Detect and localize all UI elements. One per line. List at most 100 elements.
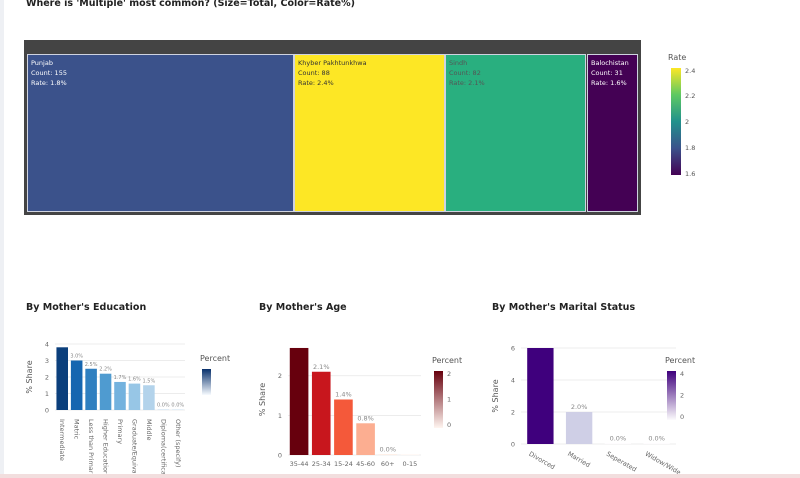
y-axis-label: % Share	[25, 360, 34, 393]
bar[interactable]	[143, 385, 155, 410]
bar[interactable]	[172, 409, 184, 410]
treemap-tile-punjab[interactable]: Punjab Count: 155 Rate: 1.8%	[27, 54, 294, 212]
tile-name: Khyber Pakhtunkhwa	[298, 59, 367, 67]
marital-chart-title: By Mother's Marital Status	[492, 302, 636, 313]
bar-data-label: 2.1%	[313, 363, 330, 371]
x-tick-label: Matric	[73, 419, 81, 440]
bar[interactable]	[56, 347, 68, 410]
x-tick-label: Higher Educatior	[102, 419, 110, 474]
education-chart-title: By Mother's Education	[26, 302, 147, 313]
bar-data-label: 0.0%	[610, 434, 627, 442]
bar[interactable]	[565, 412, 593, 444]
colorbar-gradient	[667, 371, 676, 420]
colorbar-title: Percent	[200, 354, 230, 363]
colorbar-tick: 2.4	[685, 67, 695, 75]
tile-rate: Rate: 2.1%	[449, 79, 485, 87]
colorbar-tick: 4	[680, 370, 684, 378]
treemap-tile-khyber-pakhtunkhwa[interactable]: Khyber Pakhtunkhwa Count: 88 Rate: 2.4%	[294, 54, 445, 212]
treemap-tile-balochistan[interactable]: Balochistan Count: 31 Rate: 1.6%	[587, 54, 638, 212]
bar[interactable]	[85, 368, 97, 410]
y-tick-label: 2	[511, 409, 515, 417]
tile-rate: Rate: 1.8%	[31, 79, 67, 87]
x-tick-label: 0-15	[403, 460, 418, 468]
y-tick-label: 4	[45, 341, 49, 349]
tile-rate: Rate: 2.4%	[298, 79, 334, 87]
bar-data-label: 1.7%	[114, 375, 127, 381]
y-tick-label: 2	[278, 372, 282, 380]
colorbar-title: Percent	[432, 356, 462, 365]
colorbar-gradient	[671, 68, 681, 175]
bar-data-label: 0.0%	[157, 402, 170, 408]
x-tick-label: Other (specify)	[174, 419, 182, 468]
tile-count: Count: 155	[31, 69, 67, 77]
education-bar-chart: % Share 0 1 2 3 4 Intermediate 3.0% Matric 2.5% Le…	[25, 341, 230, 475]
y-tick-label: 0	[45, 407, 49, 415]
bottom-edge	[0, 474, 800, 478]
colorbar-tick: 1	[447, 396, 451, 404]
tile-name: Sindh	[449, 59, 468, 67]
age-chart-title: By Mother's Age	[259, 302, 347, 313]
x-tick-label: Divorced	[527, 450, 556, 471]
colorbar-tick: 1.8	[685, 144, 695, 152]
x-tick-label: Intermediate	[58, 419, 66, 461]
y-tick-label: 3	[45, 357, 49, 365]
tile-count: Count: 88	[298, 69, 330, 77]
x-tick-label: 15-24	[334, 460, 353, 468]
age-bar-chart: % Share 0 1 2 35-44 2.1% 25-34 1.4% 15-24 0.8% 45-…	[258, 347, 462, 468]
colorbar-gradient	[202, 369, 211, 395]
bar-data-label: 1.6%	[128, 377, 141, 383]
bar-data-label: 0.0%	[648, 434, 665, 442]
bar-data-label: 1.4%	[335, 391, 352, 399]
colorbar-tick: 2	[447, 370, 451, 378]
bar[interactable]	[70, 360, 83, 411]
bar[interactable]	[643, 443, 670, 444]
bar[interactable]	[400, 454, 420, 455]
x-tick-label: 45-60	[356, 460, 375, 468]
bar[interactable]	[157, 409, 170, 410]
bar[interactable]	[289, 347, 309, 455]
y-axis-label: % Share	[491, 379, 500, 412]
x-tick-label: Seperated	[605, 450, 638, 474]
bar[interactable]	[356, 423, 375, 455]
treemap: Punjab Count: 155 Rate: 1.8% Khyber Pakh…	[24, 40, 641, 215]
y-axis-label: % Share	[258, 383, 267, 416]
bar[interactable]	[114, 381, 126, 410]
page-title: Where is 'Multiple' most common? (Size=T…	[26, 0, 355, 9]
bar[interactable]	[378, 454, 398, 455]
tile-count: Count: 82	[449, 69, 481, 77]
y-tick-label: 6	[511, 345, 515, 353]
x-tick-label: Middle	[145, 419, 153, 440]
bar[interactable]	[527, 348, 554, 444]
x-tick-label: Diploma(certifica	[159, 419, 167, 474]
colorbar-tick: 2.2	[685, 92, 695, 100]
marital-bar-chart: % Share 0 2 4 6 Divorced 2.0% Married 0.0% Sepera…	[491, 345, 695, 475]
x-tick-label: Primary	[116, 419, 124, 444]
bar-data-label: 0.8%	[357, 414, 374, 422]
colorbar-gradient	[434, 371, 443, 428]
tile-count: Count: 31	[591, 69, 623, 77]
bar[interactable]	[311, 371, 331, 455]
x-tick-label: 60+	[381, 460, 395, 468]
y-tick-label: 0	[511, 441, 515, 449]
bar-data-label: 2.2%	[99, 367, 112, 373]
bar[interactable]	[334, 399, 353, 456]
bar-data-label: 3.0%	[70, 354, 83, 360]
y-tick-label: 2	[45, 374, 49, 382]
bar-data-label: 0.0%	[171, 402, 184, 408]
colorbar-title: Percent	[665, 356, 695, 365]
bar[interactable]	[99, 373, 112, 410]
y-tick-label: 1	[278, 412, 282, 420]
colorbar-tick: 0	[680, 413, 684, 421]
treemap-tile-sindh[interactable]: Sindh Count: 82 Rate: 2.1%	[445, 54, 586, 212]
app-left-border	[0, 0, 4, 478]
tile-name: Balochistan	[591, 59, 629, 67]
colorbar-title: Rate	[668, 53, 686, 62]
colorbar-tick: 2	[685, 118, 689, 126]
y-tick-label: 0	[278, 452, 282, 460]
bar[interactable]	[604, 443, 632, 444]
tile-name: Punjab	[31, 59, 53, 67]
bar-data-label: 1.5%	[143, 378, 156, 384]
bar[interactable]	[128, 383, 141, 410]
colorbar-tick: 1.6	[685, 170, 695, 178]
tile-rate: Rate: 1.6%	[591, 79, 627, 87]
